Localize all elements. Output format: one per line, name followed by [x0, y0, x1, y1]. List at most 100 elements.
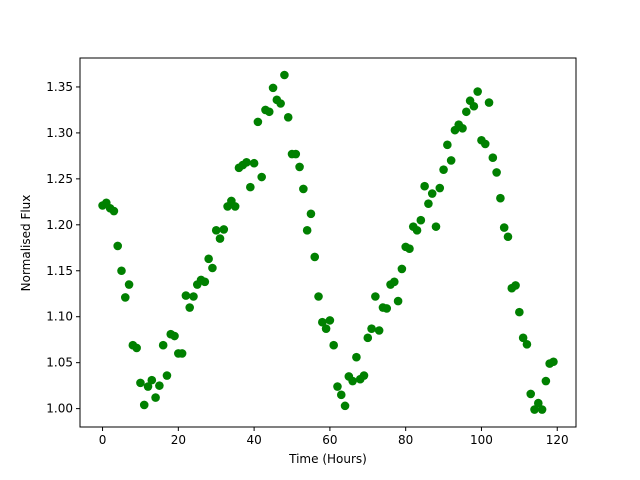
- data-point: [151, 393, 160, 402]
- x-tick-label: 100: [470, 433, 493, 447]
- data-point: [336, 390, 346, 400]
- data-point: [511, 281, 520, 290]
- data-point: [390, 277, 399, 287]
- data-point: [155, 381, 164, 390]
- data-point: [139, 400, 149, 410]
- data-point: [208, 263, 217, 273]
- y-tick-label: 1.15: [46, 264, 73, 278]
- data-point: [264, 107, 274, 117]
- data-point: [499, 223, 509, 232]
- data-point: [549, 357, 558, 367]
- data-point: [189, 292, 198, 301]
- data-point: [120, 293, 130, 302]
- data-point: [518, 333, 528, 343]
- data-point: [541, 376, 551, 386]
- data-point: [268, 83, 278, 93]
- data-point: [480, 139, 490, 149]
- data-point: [439, 165, 448, 174]
- data-point: [162, 371, 172, 380]
- data-point: [420, 181, 429, 191]
- data-point: [473, 87, 482, 96]
- data-point: [302, 226, 312, 235]
- x-tick-label: 20: [171, 433, 186, 447]
- data-point: [136, 378, 145, 388]
- data-point: [219, 225, 229, 234]
- data-point: [249, 158, 259, 168]
- data-point: [132, 343, 141, 353]
- data-point: [416, 215, 426, 225]
- data-point: [374, 326, 384, 335]
- data-point: [113, 241, 123, 251]
- data-point: [117, 266, 126, 276]
- data-point: [306, 209, 316, 219]
- data-point: [496, 193, 505, 203]
- data-point: [109, 206, 119, 216]
- data-point: [515, 307, 524, 317]
- data-point: [253, 117, 263, 127]
- data-point: [143, 382, 153, 391]
- data-point: [333, 382, 342, 391]
- x-tick-label: 0: [99, 433, 107, 447]
- data-point: [204, 254, 213, 264]
- y-tick-label: 1.10: [46, 310, 73, 324]
- data-point: [325, 316, 335, 325]
- data-point: [242, 158, 251, 167]
- data-point: [310, 252, 320, 262]
- data-point: [124, 280, 134, 289]
- data-point: [276, 99, 285, 108]
- data-point: [537, 405, 547, 414]
- data-point: [462, 107, 471, 117]
- data-point: [291, 149, 301, 159]
- data-point: [257, 172, 266, 182]
- data-point: [458, 124, 467, 133]
- data-point: [431, 222, 441, 231]
- data-point: [147, 375, 157, 385]
- data-point: [405, 244, 414, 254]
- data-point: [348, 376, 357, 386]
- y-tick-label: 1.35: [46, 80, 73, 94]
- data-point: [363, 333, 373, 343]
- data-point: [526, 389, 536, 399]
- data-point: [412, 226, 422, 235]
- data-point: [185, 303, 194, 312]
- data-point: [427, 189, 437, 198]
- data-point: [530, 405, 539, 414]
- data-point: [533, 398, 543, 408]
- data-point: [158, 340, 168, 350]
- data-point: [488, 153, 498, 163]
- y-tick-label: 1.30: [46, 126, 73, 140]
- plot-frame: [79, 57, 577, 428]
- data-point: [280, 70, 289, 80]
- y-tick-label: 1.25: [46, 172, 73, 186]
- x-tick-label: 40: [246, 433, 261, 447]
- data-point: [469, 101, 479, 111]
- x-tick-label: 60: [322, 433, 337, 447]
- data-point: [177, 349, 187, 358]
- data-point: [200, 277, 210, 287]
- y-tick-label: 1.00: [46, 402, 73, 416]
- data-point: [314, 292, 323, 301]
- data-point: [492, 168, 501, 177]
- data-point: [435, 183, 445, 193]
- data-point: [329, 340, 338, 350]
- data-point: [484, 98, 494, 107]
- data-point: [321, 324, 331, 333]
- x-tick-label: 80: [398, 433, 413, 447]
- data-point: [424, 199, 433, 208]
- data-point: [246, 182, 255, 192]
- x-tick-label: 120: [546, 433, 569, 447]
- data-point: [295, 162, 304, 172]
- data-point: [352, 352, 361, 362]
- data-point: [522, 339, 532, 349]
- data-point: [230, 202, 240, 211]
- data-point: [382, 304, 392, 313]
- data-point: [443, 140, 452, 150]
- data-point: [371, 292, 380, 301]
- data-point: [340, 401, 350, 411]
- data-point: [397, 264, 407, 274]
- data-point: [299, 184, 308, 194]
- data-point: [503, 232, 513, 242]
- x-axis-label: Time (Hours): [288, 452, 367, 466]
- y-tick-label: 1.05: [46, 356, 73, 370]
